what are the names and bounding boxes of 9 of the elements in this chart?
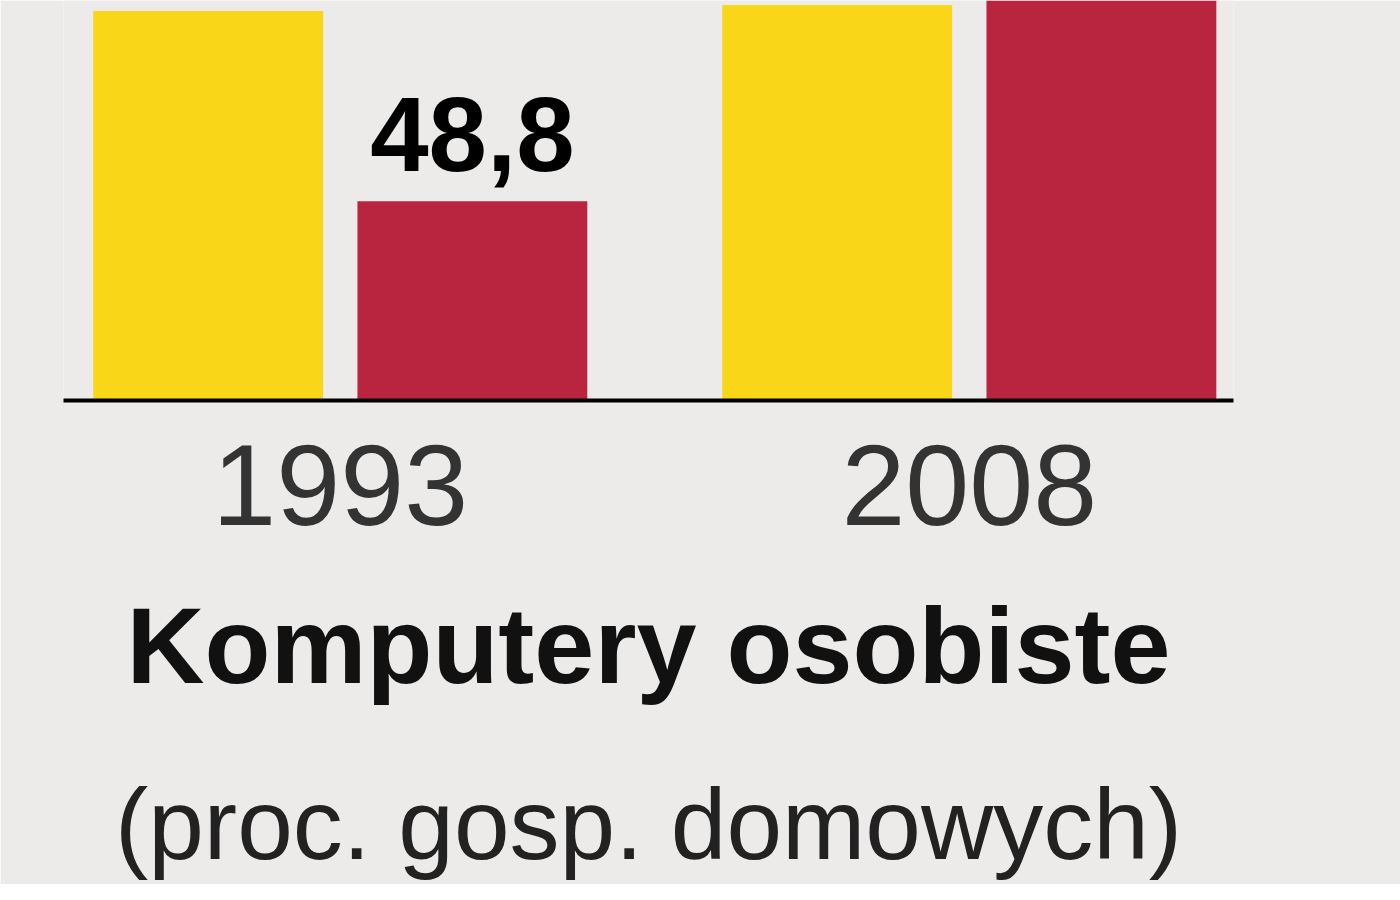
bar	[93, 11, 324, 401]
bar	[357, 201, 588, 401]
bar	[986, 0, 1217, 401]
x-tick-label: 2008	[841, 420, 1098, 549]
text: (proc. gosp. domowych)	[114, 767, 1183, 880]
data-label: 48,8	[370, 76, 575, 194]
text: Komputery osobiste	[126, 584, 1171, 706]
x-tick-label: 1993	[212, 420, 469, 549]
bar	[722, 4, 953, 401]
